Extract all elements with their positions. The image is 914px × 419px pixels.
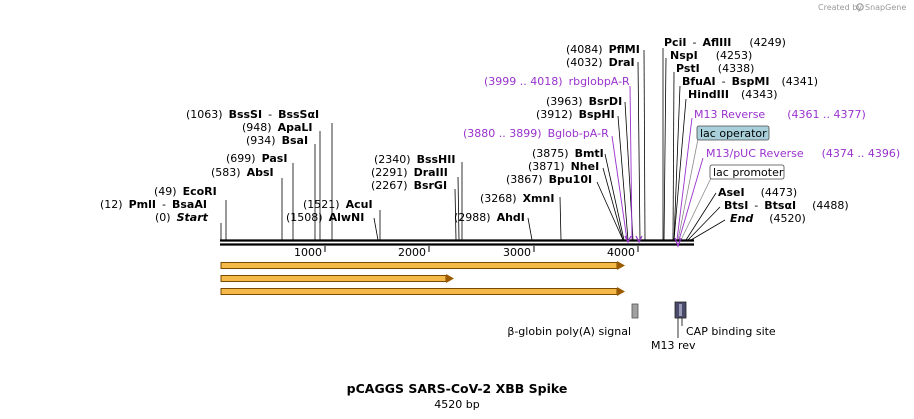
- bglobin-polya-label: β-globin poly(A) signal: [507, 325, 631, 338]
- site-bsssi[interactable]: (1063) BssSI - BssSαI: [186, 108, 319, 121]
- site-pflmi[interactable]: (4084) PflMI: [566, 43, 640, 56]
- orf-arrow-1[interactable]: [220, 261, 625, 270]
- site-bpu10i[interactable]: (3867) Bpu10I: [506, 173, 592, 186]
- site-bsphi[interactable]: (3912) BspHI: [536, 108, 615, 121]
- lac-promoter-box[interactable]: [709, 164, 785, 180]
- primer-m13puc[interactable]: M13/pUC Reverse (4374 .. 4396): [706, 147, 900, 160]
- site-hindiii[interactable]: HindIII (4343): [688, 88, 778, 101]
- brand-name: SnapGene: [865, 3, 906, 12]
- site-draiii[interactable]: (2291) DraIII: [371, 166, 448, 179]
- map-title: pCAGGS SARS-CoV-2 XBB Spike 4520 bp: [347, 381, 568, 411]
- site-acui[interactable]: (1521) AcuI: [303, 198, 373, 211]
- site-asei[interactable]: AseI (4473): [718, 186, 797, 199]
- cap-site-label: CAP binding site: [686, 325, 776, 338]
- orf-arrow-2[interactable]: [220, 274, 454, 283]
- brand-prefix: Created by: [818, 3, 862, 12]
- site-bsrdi[interactable]: (3963) BsrDI: [546, 95, 622, 108]
- m13rev-label: M13 rev: [651, 339, 696, 352]
- site-nhei[interactable]: (3871) NheI: [528, 160, 599, 173]
- site-pmli[interactable]: (12) PmlI - BsaAI: [100, 198, 207, 211]
- site-xmni[interactable]: (3268) XmnI: [480, 192, 554, 205]
- site-leader-lines: [220, 48, 726, 241]
- boxed-feature-labels: lac operator lac promoter: [696, 125, 785, 180]
- site-end[interactable]: End (4520): [730, 212, 806, 225]
- site-bsrgi[interactable]: (2267) BsrGI: [371, 179, 447, 192]
- ruler: 1000 2000 3000 4000: [294, 246, 639, 259]
- ruler-tick-3000: 3000: [503, 246, 531, 259]
- site-pcii[interactable]: PciI - AflIII (4249): [664, 36, 786, 49]
- orf-arrows: [220, 261, 625, 296]
- primer-m13rev[interactable]: M13 Reverse (4361 .. 4377): [694, 108, 866, 121]
- site-absi[interactable]: (583) AbsI: [211, 166, 274, 179]
- site-ecori[interactable]: (49) EcoRI: [154, 185, 217, 198]
- site-ahdi[interactable]: (2988) AhdI: [454, 211, 525, 224]
- site-apali[interactable]: (948) ApaLI: [242, 121, 313, 134]
- feature-leader-lines: [677, 138, 712, 241]
- site-psti[interactable]: PstI (4338): [676, 62, 754, 75]
- primer-bglobpa[interactable]: (3880 .. 3899) Bglob-pA-R: [463, 127, 609, 140]
- site-nspi[interactable]: NspI (4253): [670, 49, 752, 62]
- site-alwni[interactable]: (1508) AlwNI: [286, 211, 364, 224]
- site-labels-left: (0) Start (12) PmlI - BsaAI (49) EcoRI (583) A…: [100, 108, 373, 224]
- plasmid-length: 4520 bp: [434, 398, 479, 411]
- primer-labels: (3999 .. 4018) rbglobpA-R (3880 .. 3899) B…: [463, 75, 900, 160]
- site-bsshii[interactable]: (2340) BssHII: [374, 153, 455, 166]
- site-labels-right: PciI - AflIII (4249) NspI (4253) PstI (4338) …: [664, 36, 849, 225]
- m13rev-box[interactable]: [679, 304, 682, 316]
- site-labels-right-upper: (3867) Bpu10I (3871) NheI (3875) BmtI (3912…: [506, 43, 640, 186]
- bglobin-polya-box[interactable]: [631, 303, 639, 319]
- primer-mark-rbglob: [635, 235, 643, 244]
- site-drai[interactable]: (4032) DraI: [566, 56, 635, 69]
- site-start[interactable]: (0) Start: [155, 211, 209, 224]
- orf-arrow-3[interactable]: [220, 287, 625, 296]
- ruler-tick-1000: 1000: [294, 246, 322, 259]
- lac-operator-box[interactable]: [696, 125, 770, 141]
- ruler-tick-2000: 2000: [398, 246, 426, 259]
- primer-mark-m13: [674, 237, 682, 248]
- lower-features: β-globin poly(A) signal CAP binding site…: [507, 301, 776, 352]
- primer-rbglobpa[interactable]: (3999 .. 4018) rbglobpA-R: [484, 75, 630, 88]
- dna-backbone: [220, 235, 694, 248]
- snapgene-logo-icon: [856, 3, 864, 11]
- snapgene-brand: Created by SnapGene: [818, 3, 906, 12]
- ruler-tick-4000: 4000: [607, 246, 635, 259]
- site-bsai[interactable]: (934) BsaI: [246, 134, 308, 147]
- site-pasi[interactable]: (699) PasI: [226, 152, 287, 165]
- lac-promoter-label: lac promoter: [713, 166, 784, 179]
- lac-operator-label: lac operator: [700, 127, 767, 140]
- primer-mark-bglob: [624, 235, 632, 244]
- site-btsi[interactable]: BtsI - BtsαI (4488): [724, 199, 849, 212]
- site-bfuai[interactable]: BfuAI - BspMI (4341): [682, 75, 818, 88]
- site-bmti[interactable]: (3875) BmtI: [532, 147, 604, 160]
- site-labels-middle: (2267) BsrGI (2291) DraIII (2340) BssHII (2…: [371, 153, 554, 224]
- primer-leader-lines: [611, 85, 704, 241]
- plasmid-title: pCAGGS SARS-CoV-2 XBB Spike: [347, 381, 568, 396]
